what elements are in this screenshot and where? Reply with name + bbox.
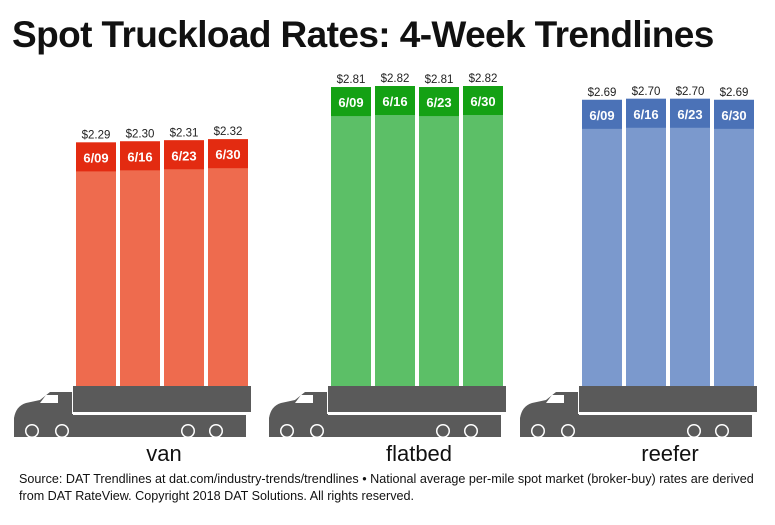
source-note: Source: DAT Trendlines at dat.com/indust… — [19, 472, 754, 503]
chart-title: Spot Truckload Rates: 4-Week Trendlines — [12, 14, 714, 55]
bar-cap-van-6/09 — [76, 142, 116, 172]
group-reefer: 6/09 $2.69 6/16 $2.70 6/23 $2.70 6/30 $2.69 reef… — [520, 86, 757, 466]
bar-reefer-6/16 — [626, 98, 666, 386]
bar-cap-van-6/23 — [164, 140, 204, 170]
value-label: $2.29 — [82, 129, 111, 141]
value-label: $2.70 — [632, 86, 661, 98]
week-label: 6/30 — [470, 94, 495, 109]
bar-cap-flatbed-6/16 — [375, 86, 415, 115]
bar-van-6/23 — [164, 140, 204, 386]
value-label: $2.69 — [720, 87, 749, 99]
group-label-reefer: reefer — [641, 441, 698, 466]
bar-flatbed-6/09 — [331, 87, 371, 386]
bar-flatbed-6/30 — [463, 86, 503, 386]
value-label: $2.82 — [381, 73, 410, 85]
value-label: $2.32 — [214, 126, 243, 138]
semi-truck-icon — [14, 386, 251, 438]
value-label: $2.31 — [170, 127, 199, 139]
bar-cap-van-6/30 — [208, 139, 248, 169]
bar-cap-reefer-6/30 — [714, 99, 754, 129]
week-label: 6/16 — [633, 107, 658, 122]
bar-cap-van-6/16 — [120, 141, 160, 171]
bar-reefer-6/09 — [582, 99, 622, 387]
value-label: $2.82 — [469, 73, 498, 85]
semi-truck-icon — [520, 386, 757, 438]
bar-van-6/09 — [76, 142, 116, 386]
bar-chart: 6/09$2.296/16$2.306/23$2.316/30$2.32van6… — [14, 73, 757, 466]
week-label: 6/30 — [215, 147, 240, 162]
group-flatbed: 6/09 $2.81 6/16 $2.82 6/23 $2.81 6/30 $2.82 flat… — [269, 73, 506, 466]
bar-cap-flatbed-6/23 — [419, 87, 459, 117]
bar-flatbed-6/23 — [419, 87, 459, 386]
group-van: 6/09 $2.29 6/16 $2.30 6/23 $2.31 6/30 $2.32 van — [14, 126, 251, 466]
value-label: $2.81 — [337, 74, 366, 86]
group-label-van: van — [146, 441, 181, 466]
week-label: 6/09 — [589, 108, 614, 123]
value-label: $2.69 — [588, 87, 617, 99]
value-label: $2.81 — [425, 74, 454, 86]
bar-cap-reefer-6/09 — [582, 99, 622, 129]
bar-reefer-6/30 — [714, 99, 754, 387]
bar-van-6/30 — [208, 139, 248, 386]
value-label: $2.30 — [126, 128, 155, 140]
group-label-flatbed: flatbed — [386, 441, 452, 466]
bar-cap-flatbed-6/30 — [463, 86, 503, 115]
bar-cap-flatbed-6/09 — [331, 87, 371, 117]
week-label: 6/23 — [677, 107, 702, 122]
week-label: 6/16 — [127, 149, 152, 164]
bar-van-6/16 — [120, 141, 160, 386]
bar-cap-reefer-6/23 — [670, 98, 710, 128]
bar-reefer-6/23 — [670, 98, 710, 386]
week-label: 6/09 — [338, 95, 363, 110]
bar-cap-reefer-6/16 — [626, 98, 666, 128]
value-label: $2.70 — [676, 86, 705, 98]
week-label: 6/16 — [382, 94, 407, 109]
bar-flatbed-6/16 — [375, 86, 415, 386]
week-label: 6/23 — [171, 148, 196, 163]
week-label: 6/23 — [426, 95, 451, 110]
week-label: 6/30 — [721, 108, 746, 123]
semi-truck-icon — [269, 386, 506, 438]
week-label: 6/09 — [83, 150, 108, 165]
